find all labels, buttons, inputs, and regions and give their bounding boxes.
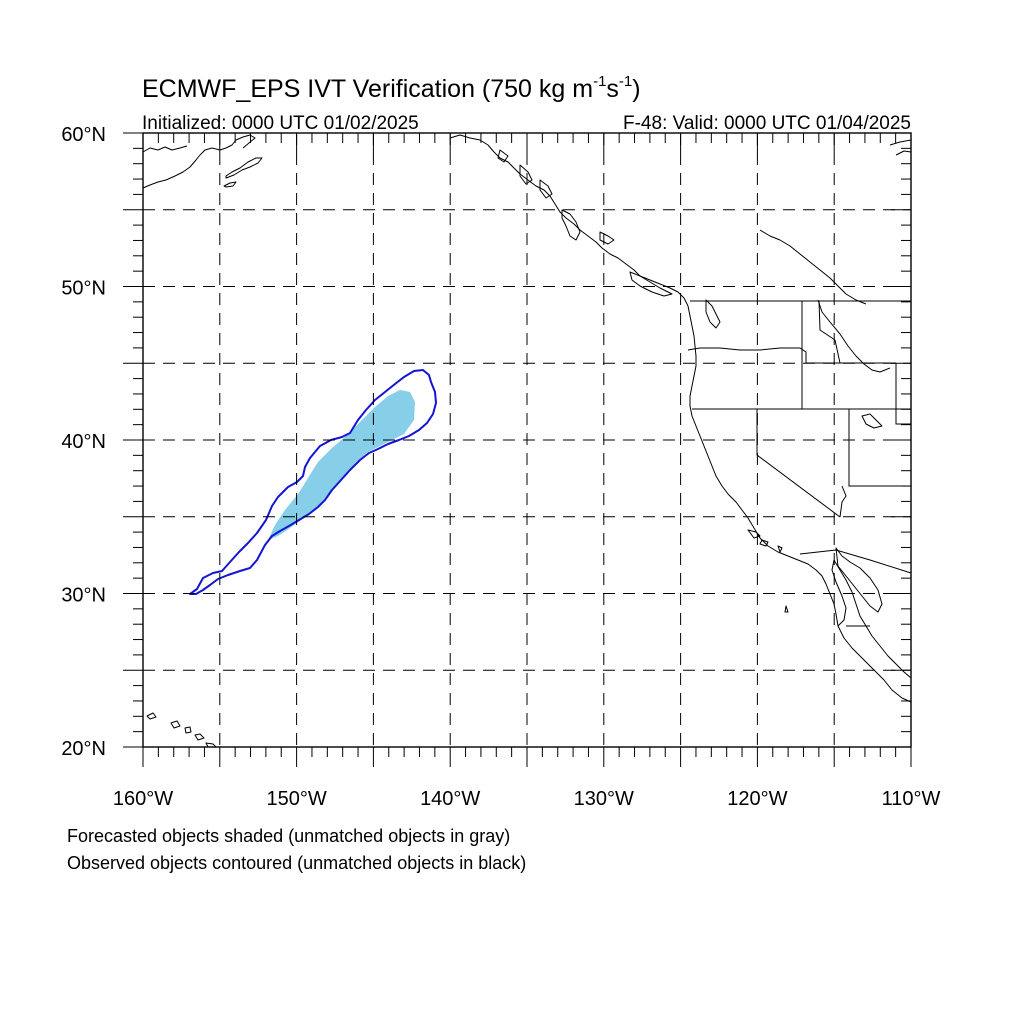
lat-tick-label: 40°N	[61, 431, 106, 453]
lon-tick-label: 150°W	[266, 788, 326, 810]
observed-object-contour	[189, 369, 437, 595]
lat-lon-grid	[143, 133, 911, 747]
lon-tick-label: 140°W	[420, 788, 480, 810]
lat-tick-label: 60°N	[61, 124, 106, 146]
political-borders	[687, 300, 912, 627]
lon-tick-label: 130°W	[574, 788, 634, 810]
coastlines	[142, 134, 912, 748]
chart-title: ECMWF_EPS IVT Verification (750 kg m-1s-…	[142, 73, 641, 103]
lat-tick-label: 20°N	[61, 738, 106, 760]
hawaii-islands	[146, 712, 217, 748]
west-coast	[449, 134, 912, 703]
map-frame	[142, 132, 912, 748]
forecast-legend-note: Forecasted objects shaded (unmatched obj…	[67, 826, 510, 846]
init-time-label: Initialized: 0000 UTC 01/02/2025	[142, 113, 419, 134]
lat-tick-label: 30°N	[61, 585, 106, 607]
lat-tick-label: 50°N	[61, 278, 106, 300]
title-mid: s	[606, 75, 619, 103]
forecast-object-shaded	[268, 390, 415, 540]
title-main: ECMWF_EPS IVT Verification (750 kg m	[142, 75, 593, 103]
observed-legend-note: Observed objects contoured (unmatched ob…	[67, 853, 526, 873]
axis-tick-labels: 160°W 150°W 140°W 130°W 120°W 110°W 60°N 50°N 40…	[61, 124, 940, 810]
observed-objects	[189, 369, 437, 595]
title-sup1: -1	[593, 73, 606, 90]
lon-tick-label: 160°W	[113, 788, 173, 810]
lon-tick-label: 120°W	[727, 788, 787, 810]
title-sup2: -1	[619, 73, 632, 90]
axis-ticks	[123, 132, 912, 767]
lon-tick-label: 110°W	[882, 788, 941, 810]
alaska-coast	[142, 134, 256, 189]
forecast-objects	[268, 390, 415, 540]
baja-coast	[831, 559, 912, 679]
title-end: )	[632, 75, 640, 103]
valid-time-label: F-48: Valid: 0000 UTC 01/04/2025	[623, 113, 911, 134]
